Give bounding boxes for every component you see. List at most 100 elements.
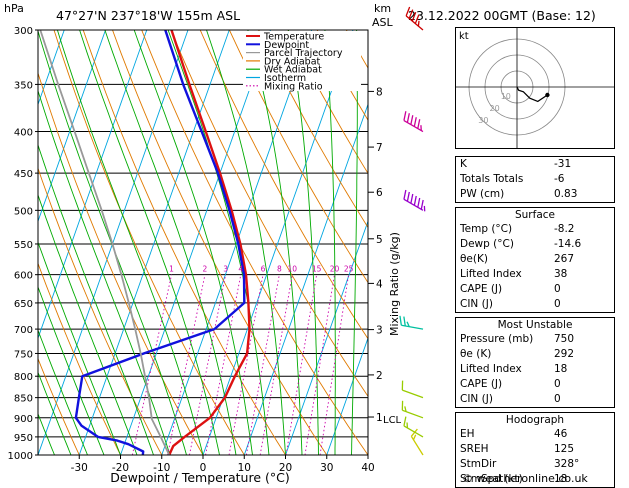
hodograph-ring-label: 20 xyxy=(490,104,500,113)
index-value: 125 xyxy=(554,442,610,457)
height-km-label: 5 xyxy=(376,234,383,246)
hodograph-ring-label: 30 xyxy=(478,116,488,125)
index-value: 750 xyxy=(554,332,610,347)
index-row: Pressure (mb)750 xyxy=(456,332,614,347)
height-km-label: 4 xyxy=(376,278,383,290)
mixing-ratio-line xyxy=(206,275,241,455)
index-value: 46 xyxy=(554,427,610,442)
index-label: CAPE (J) xyxy=(460,282,502,297)
mixing-ratio-tick-label: 6 xyxy=(261,265,266,274)
mixing-ratio-tick-label: 15 xyxy=(312,265,322,274)
mixing-ratio-line xyxy=(168,275,205,455)
hodograph-ring-label: 10 xyxy=(501,92,511,101)
index-value: 18 xyxy=(554,362,610,377)
index-value: 0 xyxy=(554,282,610,297)
index-label: Totals Totals xyxy=(460,172,523,187)
wind-barb-feather xyxy=(404,317,405,326)
wind-barb-feather xyxy=(414,196,416,205)
y-tick-label: 800 xyxy=(14,372,33,383)
index-label: Dewp (°C) xyxy=(460,237,514,252)
x-axis-label: Dewpoint / Temperature (°C) xyxy=(110,470,289,485)
height-km-label: 7 xyxy=(376,142,383,154)
index-label: PW (cm) xyxy=(460,187,504,202)
wind-barb-feather xyxy=(411,194,413,203)
wind-barb-feather xyxy=(418,21,419,26)
mixing-ratio-tick-label: 25 xyxy=(344,265,354,274)
y-tick-label: 850 xyxy=(14,394,33,405)
index-row: Dewp (°C)-14.6 xyxy=(456,237,614,252)
mixing-ratio-axis-label: Mixing Ratio (g/kg) xyxy=(388,232,401,336)
y-tick-label: 950 xyxy=(14,433,33,444)
y-tick-label: 600 xyxy=(14,271,33,282)
index-value: 267 xyxy=(554,252,610,267)
height-km-label: 8 xyxy=(376,86,383,98)
mixing-ratio-tick-label: 3 xyxy=(223,265,228,274)
wind-barb xyxy=(402,381,423,398)
height-km-label: 6 xyxy=(376,187,383,199)
mixing-ratio-line xyxy=(246,275,279,455)
y-tick-label: 500 xyxy=(14,206,33,217)
dry-adiabat-line xyxy=(434,30,445,455)
wind-barb xyxy=(406,7,423,30)
x-tick-label: 40 xyxy=(361,462,374,474)
wind-barb-feather xyxy=(412,12,415,21)
index-row: CAPE (J)0 xyxy=(456,377,614,392)
y-tick-label: 300 xyxy=(14,26,33,37)
height-km-label: 1 xyxy=(376,412,383,424)
dry-adiabat-line xyxy=(113,30,327,455)
wind-barb xyxy=(400,316,423,329)
index-value: 0.83 xyxy=(554,187,610,202)
index-label: Lifted Index xyxy=(460,362,522,377)
lcl-label: LCL xyxy=(383,415,402,426)
mixing-ratio-tick-label: 2 xyxy=(203,265,208,274)
wet-adiabat-line xyxy=(168,30,269,455)
wind-barb-staff xyxy=(404,121,423,132)
mixing-ratio-tick-label: 8 xyxy=(277,265,282,274)
index-row: K-31 xyxy=(456,157,614,172)
wind-barb xyxy=(402,401,423,418)
wind-barb xyxy=(404,190,425,211)
wind-barb-feather xyxy=(414,117,416,126)
series-parcel-trajectory xyxy=(40,30,169,455)
storm-motion-marker xyxy=(545,93,549,97)
x-tick-label: 30 xyxy=(320,462,333,474)
wind-barb-feather xyxy=(404,417,406,426)
index-box-title: Surface xyxy=(456,208,614,222)
index-label: θe (K) xyxy=(460,347,491,362)
mixing-ratio-tick-label: 4 xyxy=(238,265,243,274)
y-tick-label: 350 xyxy=(14,80,33,91)
index-value: 0 xyxy=(554,377,610,392)
wind-barb-feather xyxy=(411,115,413,124)
hodograph-unit-label: kt xyxy=(459,31,469,42)
wind-barb xyxy=(404,111,423,131)
y-tick-label: 450 xyxy=(14,169,33,180)
index-value: 0 xyxy=(554,392,610,407)
wind-barb-feather xyxy=(413,435,415,440)
index-label: StmDir xyxy=(460,457,496,472)
index-row: CIN (J)0 xyxy=(456,297,614,312)
index-row: Temp (°C)-8.2 xyxy=(456,222,614,237)
wind-barb-feather xyxy=(409,10,412,19)
wind-barb-feather xyxy=(407,192,409,201)
index-row: CAPE (J) 0 xyxy=(456,282,614,297)
x-tick-label: -30 xyxy=(71,462,88,474)
y-tick-label: 750 xyxy=(14,349,33,360)
mixing-ratio-tick-label: 10 xyxy=(288,265,298,274)
wet-adiabat-line xyxy=(248,30,302,455)
y-tick-label: 900 xyxy=(14,414,33,425)
index-row: PW (cm) 0.83 xyxy=(456,187,614,202)
index-row: θe (K)292 xyxy=(456,347,614,362)
dry-adiabat-line xyxy=(0,30,79,455)
plot-frame xyxy=(38,30,368,455)
wind-barb-staff xyxy=(406,16,423,30)
height-km-label: 2 xyxy=(376,370,383,382)
index-label: CIN (J) xyxy=(460,392,493,407)
wind-barb-feather xyxy=(421,200,423,209)
y-tick-label: 550 xyxy=(14,240,33,251)
